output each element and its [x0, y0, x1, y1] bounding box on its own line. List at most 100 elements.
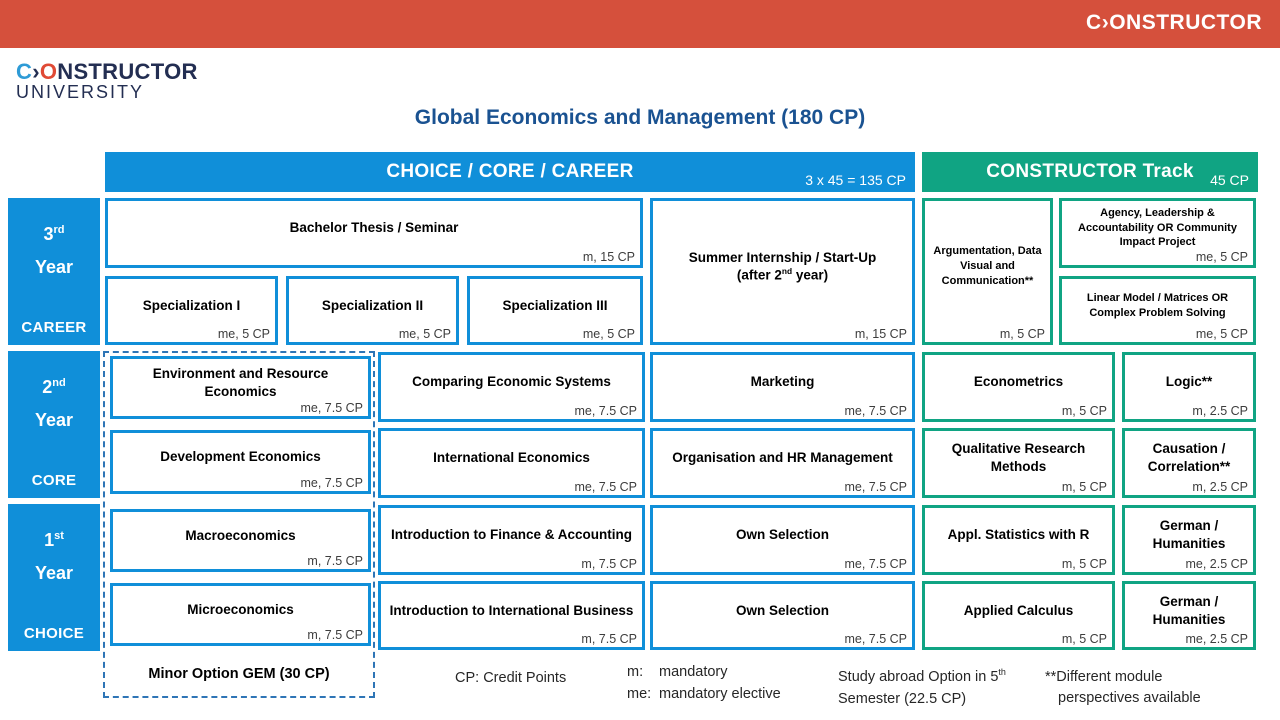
course-box-development-economics: Development Economics me, 7.5 CP [110, 430, 371, 494]
course-box-own-selection-1: Own Selection me, 7.5 CP [650, 505, 915, 575]
course-box-appl-statistics-r: Appl. Statistics with R m, 5 CP [922, 505, 1115, 575]
header-track-label: CONSTRUCTOR Track [986, 161, 1194, 182]
course-box-linear-model: Linear Model / Matrices OR Complex Probl… [1059, 276, 1256, 345]
course-title: Own Selection [735, 602, 830, 618]
year-phase: CHOICE [23, 625, 85, 642]
course-title: Logic** [1165, 374, 1213, 390]
course-credit: m, 7.5 CP [307, 554, 363, 568]
course-box-specialization-2: Specialization II me, 5 CP [286, 276, 459, 345]
course-credit: me, 2.5 CP [1185, 632, 1248, 646]
year-label-1st-choice: 1st Year CHOICE [8, 504, 100, 651]
course-box-causation-correlation: Causation / Correlation** m, 2.5 CP [1122, 428, 1256, 498]
course-credit: me, 7.5 CP [300, 476, 363, 490]
course-box-applied-calculus: Applied Calculus m, 5 CP [922, 581, 1115, 650]
legend-note-line2: perspectives available [1058, 690, 1201, 706]
legend-credit-points: CP: Credit Points [455, 670, 567, 686]
course-title: Microeconomics [187, 601, 294, 617]
course-box-marketing: Marketing me, 7.5 CP [650, 352, 915, 422]
course-title: Specialization III [502, 297, 608, 313]
course-title: Own Selection [735, 527, 830, 543]
course-title: Specialization I [142, 297, 241, 313]
course-credit: m, 5 CP [1061, 632, 1107, 646]
course-credit: m, 7.5 CP [307, 628, 363, 642]
year-phase: CORE [31, 472, 77, 489]
header-choice-credits: 3 x 45 = 135 CP [805, 172, 906, 188]
course-credit: m, 5 CP [1061, 404, 1107, 418]
year-label-2nd-core: 2nd Year CORE [8, 351, 100, 498]
course-box-econometrics: Econometrics m, 5 CP [922, 352, 1115, 422]
course-title: Marketing [750, 374, 815, 390]
year-ordinal: 2nd [42, 377, 66, 397]
course-box-logic: Logic** m, 2.5 CP [1122, 352, 1256, 422]
minor-option-label: Minor Option GEM (30 CP) [148, 666, 330, 682]
logo-wordmark: C›ONSTRUCTOR [16, 60, 198, 83]
course-title: Linear Model / Matrices OR Complex Probl… [1086, 291, 1229, 319]
course-title: Causation / Correlation** [1147, 441, 1231, 474]
logo-chevron-icon: › [32, 59, 40, 84]
course-title: Introduction to International Business [389, 602, 634, 618]
minor-option-outline [103, 351, 375, 698]
header-choice-label: CHOICE / CORE / CAREER [386, 161, 634, 182]
legend-m-key: m: [627, 664, 644, 680]
legend-module-note: **Different module perspectives availabl… [1045, 667, 1201, 709]
course-credit: me, 5 CP [1195, 250, 1248, 264]
header-track-credits: 45 CP [1210, 172, 1249, 188]
year-label-3rd-career: 3rd Year CAREER [8, 198, 100, 345]
course-credit: m, 7.5 CP [581, 557, 637, 571]
course-box-organisation-hr: Organisation and HR Management me, 7.5 C… [650, 428, 915, 498]
course-title: Comparing Economic Systems [412, 374, 611, 390]
course-box-agency-leadership: Agency, Leadership & Accountability OR C… [1059, 198, 1256, 268]
course-box-qualitative-research: Qualitative Research Methods m, 5 CP [922, 428, 1115, 498]
course-title: Environment and Resource Economics [152, 365, 329, 399]
course-credit: me, 5 CP [1195, 327, 1248, 341]
course-title: Organisation and HR Management [672, 450, 893, 466]
course-credit: me, 7.5 CP [574, 404, 637, 418]
header-constructor-track: CONSTRUCTOR Track 45 CP [922, 152, 1258, 192]
legend-study-line1: Study abroad Option in 5th [838, 667, 1006, 685]
course-box-intro-international-business: Introduction to International Business m… [378, 581, 645, 650]
course-title: German / Humanities [1152, 518, 1226, 551]
course-title: International Economics [433, 450, 590, 466]
year-word: Year [34, 410, 74, 430]
course-title: Specialization II [321, 297, 424, 313]
course-credit: me, 2.5 CP [1185, 557, 1248, 571]
logo-university-label: UNIVERSITY [16, 82, 145, 103]
legend-study-abroad: Study abroad Option in 5th Semester (22.… [838, 661, 1006, 710]
year-ordinal: 1st [44, 530, 64, 550]
year-word: Year [34, 563, 74, 583]
legend-me-key: me: [627, 686, 652, 702]
course-box-german-humanities-1: German / Humanities me, 2.5 CP [1122, 505, 1256, 575]
logo-letter-o: O [39, 59, 58, 84]
course-credit: m, 5 CP [999, 327, 1045, 341]
course-box-specialization-1: Specialization I me, 5 CP [105, 276, 278, 345]
course-credit: me, 7.5 CP [844, 557, 907, 571]
course-title: Qualitative Research Methods [951, 441, 1086, 474]
course-title: Econometrics [973, 374, 1064, 390]
course-title: German / Humanities [1152, 593, 1226, 627]
legend-me-value: mandatory elective [659, 686, 781, 702]
course-box-intro-finance-accounting: Introduction to Finance & Accounting m, … [378, 505, 645, 575]
page-title: Global Economics and Management (180 CP) [414, 106, 866, 129]
course-title: Bachelor Thesis / Seminar [289, 220, 459, 236]
course-credit: m, 15 CP [582, 250, 635, 264]
constructor-brand-logo: C›ONSTRUCTOR [1086, 11, 1262, 34]
course-box-macroeconomics: Macroeconomics m, 7.5 CP [110, 509, 371, 572]
legend-m-row: m: mandatory [627, 661, 781, 683]
logo-letter-c: C [16, 59, 33, 84]
course-box-microeconomics: Microeconomics m, 7.5 CP [110, 583, 371, 646]
course-credit: m, 2.5 CP [1192, 480, 1248, 494]
year-word: Year [34, 257, 74, 277]
course-credit: m, 2.5 CP [1192, 404, 1248, 418]
year-phase: CAREER [21, 319, 87, 336]
logo-rest: NSTRUCTOR [57, 59, 198, 84]
legend-study-line2: Semester (22.5 CP) [838, 690, 967, 707]
course-box-own-selection-2: Own Selection me, 7.5 CP [650, 581, 915, 650]
legend-me-row: me: mandatory elective [627, 683, 781, 705]
course-box-comparing-economic-systems: Comparing Economic Systems me, 7.5 CP [378, 352, 645, 422]
course-box-bachelor-thesis: Bachelor Thesis / Seminar m, 15 CP [105, 198, 643, 268]
course-box-argumentation: Argumentation, Data Visual and Communica… [922, 198, 1053, 345]
course-credit: m, 5 CP [1061, 557, 1107, 571]
course-credit: m, 15 CP [854, 327, 907, 341]
course-box-summer-internship: Summer Internship / Start-Up (after 2nd … [650, 198, 915, 345]
